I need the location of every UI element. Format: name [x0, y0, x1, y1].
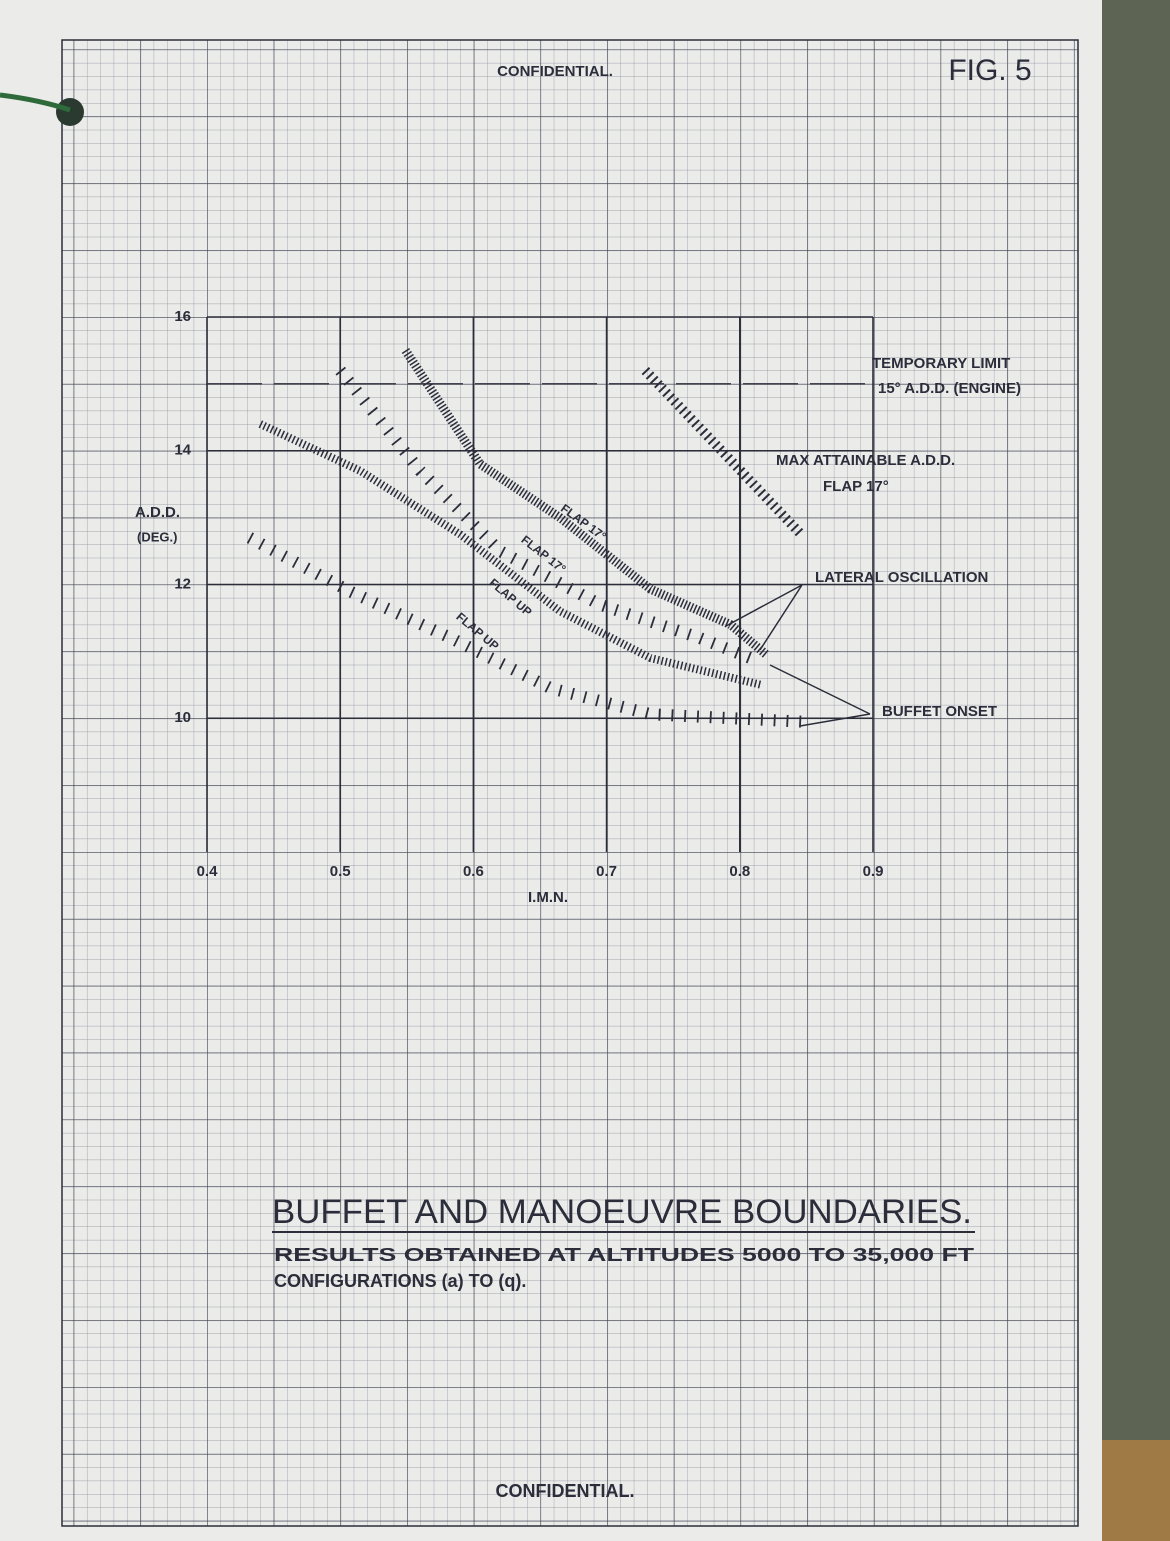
- table: [1102, 1440, 1170, 1541]
- annotation: LATERAL OSCILLATION: [815, 569, 988, 586]
- x-tick-label: 0.6: [463, 863, 484, 880]
- y-tick-label: 14: [174, 442, 191, 459]
- annotation: FLAP 17°: [823, 478, 889, 495]
- y-tick-label: 10: [174, 709, 191, 726]
- punch-hole: [56, 98, 84, 126]
- x-tick-label: 0.9: [863, 863, 884, 880]
- boundary-line: [401, 347, 770, 659]
- annotation: MAX ATTAINABLE A.D.D.: [776, 452, 955, 469]
- x-tick-label: 0.8: [729, 863, 750, 880]
- x-tick-label: 0.5: [330, 863, 351, 880]
- x-tick-label: 0.4: [197, 863, 219, 880]
- title: BUFFET AND MANOEUVRE BOUNDARIES.: [272, 1193, 972, 1231]
- annotation: BUFFET ONSET: [882, 703, 997, 720]
- y-tick-label: 16: [174, 308, 191, 325]
- header: CONFIDENTIAL.: [497, 63, 613, 80]
- leader-line: [769, 664, 871, 727]
- string: [0, 92, 71, 113]
- subtitle: CONFIGURATIONS (a) TO (q).: [274, 1271, 526, 1291]
- footer: CONFIDENTIAL.: [496, 1481, 635, 1501]
- annotation: 15° A.D.D. (ENGINE): [878, 380, 1021, 397]
- boundary-line: [641, 367, 805, 538]
- y-tick-label: 12: [174, 575, 191, 592]
- y-axis-label: (DEG.): [137, 529, 177, 544]
- x-tick-label: 0.7: [596, 863, 617, 880]
- figure-number: FIG. 5: [948, 54, 1031, 87]
- annotation: TEMPORARY LIMIT: [872, 355, 1010, 372]
- x-axis-label: I.M.N.: [528, 889, 568, 906]
- leader-line: [725, 584, 803, 651]
- y-axis-label: A.D.D.: [135, 504, 180, 521]
- graph-paper-major: [61, 39, 1079, 1527]
- subtitle: RESULTS OBTAINED AT ALTITUDES 5000 TO 35…: [274, 1245, 974, 1265]
